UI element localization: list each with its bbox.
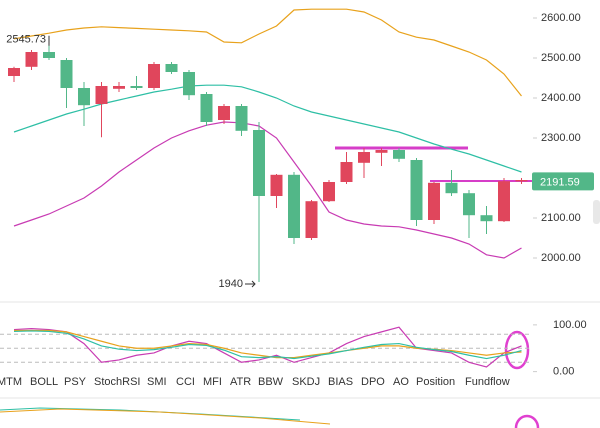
- indicator-tab[interactable]: MTM: [0, 376, 22, 388]
- indicator-tab[interactable]: BOLL: [30, 376, 58, 388]
- indicator-tab[interactable]: BBW: [258, 376, 284, 388]
- candle-body: [8, 68, 20, 76]
- candle-body: [375, 150, 388, 153]
- candle-body: [428, 182, 440, 220]
- candle-body: [340, 162, 353, 182]
- candle-body: [393, 150, 405, 159]
- indicator-tab[interactable]: SMI: [147, 376, 167, 388]
- candle-body: [130, 86, 143, 88]
- y-tick-label: 0.00: [553, 366, 574, 378]
- indicator-line: [13, 8, 522, 97]
- candle-body: [410, 160, 423, 220]
- indicator-tab[interactable]: ATR: [230, 376, 251, 388]
- candle-body: [43, 52, 55, 58]
- y-tick-label: 2400.00: [541, 92, 581, 104]
- candle-body: [463, 193, 475, 216]
- indicator-tab[interactable]: AO: [393, 376, 409, 388]
- candle-body: [480, 215, 493, 222]
- candle-body: [235, 106, 248, 131]
- candle-body: [113, 86, 125, 89]
- indicator-line: [13, 326, 522, 368]
- candle-body: [165, 64, 178, 72]
- indicator-tab[interactable]: SKDJ: [292, 376, 320, 388]
- side-handle[interactable]: [593, 200, 600, 224]
- indicator-tab[interactable]: CCI: [176, 376, 195, 388]
- candle-body: [270, 174, 283, 196]
- y-tick-label: 2000.00: [541, 252, 581, 264]
- candle-body: [358, 152, 370, 163]
- candle-body: [218, 106, 230, 120]
- min-label: 1940: [219, 278, 243, 290]
- candle-body: [60, 60, 73, 88]
- y-tick-label: 100.00: [553, 319, 587, 331]
- candle-body: [95, 86, 108, 104]
- candle-body: [253, 130, 265, 196]
- candle-body: [288, 174, 300, 238]
- indicator-tab[interactable]: Fundflow: [465, 376, 510, 388]
- y-tick-label: 2500.00: [541, 52, 581, 64]
- last-price-label: 2191.59: [540, 176, 580, 188]
- highlight-circle: [504, 330, 530, 370]
- indicator-tab[interactable]: StochRSI: [94, 376, 140, 388]
- y-tick-label: 2300.00: [541, 132, 581, 144]
- indicator-tab[interactable]: PSY: [64, 376, 87, 388]
- candle-body: [305, 201, 318, 238]
- candle-body: [148, 64, 160, 88]
- candle-body: [515, 180, 528, 182]
- y-tick-label: 2100.00: [541, 212, 581, 224]
- highlight-circle: [514, 414, 540, 428]
- candle-body: [78, 88, 90, 106]
- indicator-tab[interactable]: DPO: [361, 376, 385, 388]
- indicator-line: [13, 330, 522, 360]
- candle-body: [323, 182, 335, 202]
- partial-indicator: [0, 408, 331, 425]
- candle-body: [25, 52, 38, 67]
- indicator-tab[interactable]: Position: [416, 376, 455, 388]
- candle-body: [498, 181, 510, 222]
- last-price-box: [532, 172, 594, 191]
- indicator-line: [13, 84, 522, 173]
- candle-body: [200, 94, 213, 122]
- candle-body: [183, 72, 195, 96]
- candle-body: [445, 182, 458, 194]
- indicator-line: [13, 121, 522, 259]
- indicator-tab[interactable]: MFI: [203, 376, 222, 388]
- y-tick-label: 2600.00: [541, 12, 581, 24]
- max-label: 2545.73: [6, 34, 46, 46]
- indicator-tab[interactable]: BIAS: [328, 376, 353, 388]
- min-arrow: [245, 280, 256, 288]
